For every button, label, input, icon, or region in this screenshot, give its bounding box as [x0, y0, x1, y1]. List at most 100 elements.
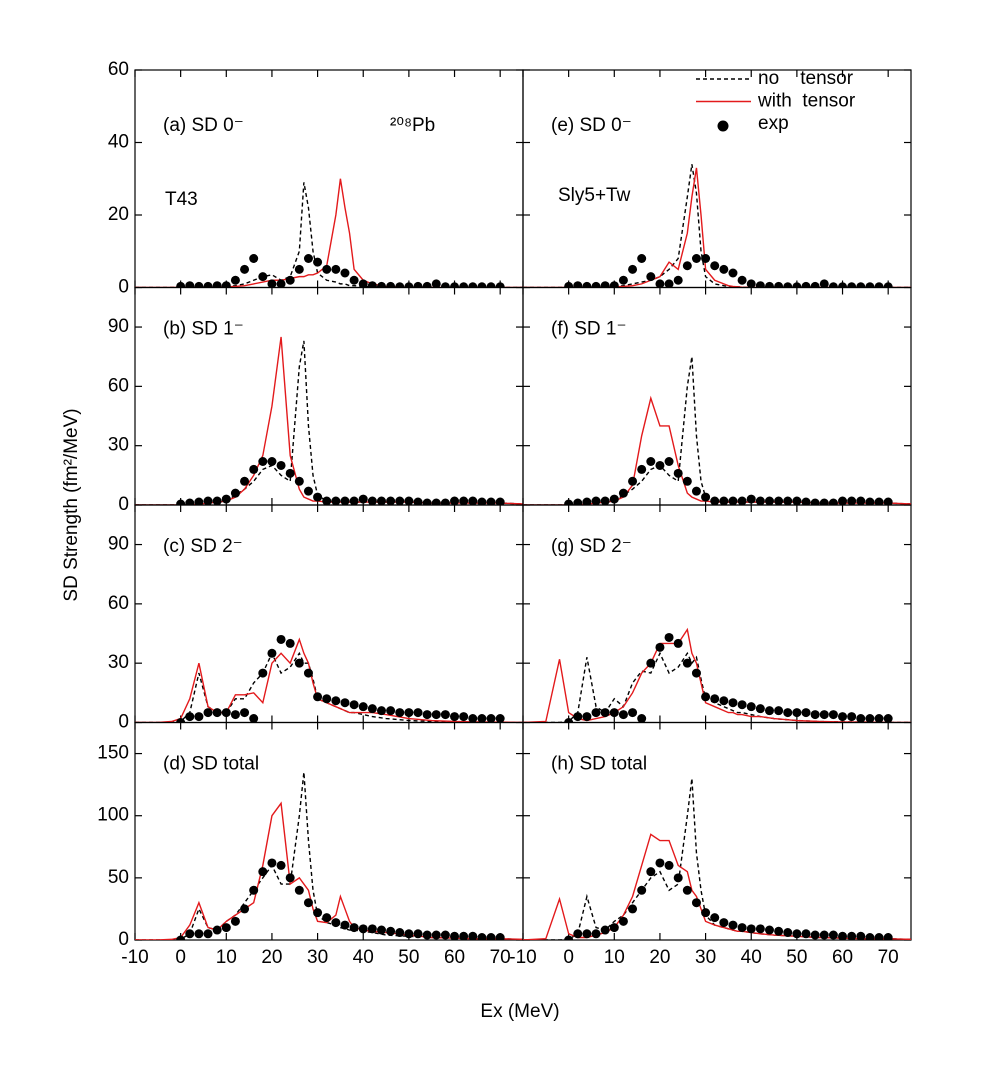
- with-tensor-line: [135, 336, 523, 505]
- exp-point: [783, 928, 793, 938]
- x-tick-label: 0: [563, 947, 574, 968]
- exp-point: [404, 708, 414, 718]
- exp-point: [682, 476, 692, 486]
- exp-point: [276, 460, 286, 470]
- exp-point: [349, 496, 359, 505]
- exp-point: [847, 712, 857, 722]
- y-tick-label: 60: [108, 59, 129, 80]
- exp-point: [609, 281, 619, 288]
- exp-point: [386, 706, 396, 716]
- exp-point: [728, 920, 738, 930]
- panel-label: (e) SD 0⁻: [551, 115, 632, 136]
- x-tick-label: 60: [832, 947, 853, 968]
- exp-point: [367, 704, 377, 714]
- exp-point: [322, 264, 332, 274]
- exp-point: [865, 714, 875, 723]
- exp-point: [413, 281, 423, 288]
- exp-point: [331, 696, 341, 706]
- exp-point: [303, 898, 313, 908]
- exp-point: [737, 275, 747, 285]
- exp-point: [203, 496, 213, 505]
- exp-point: [582, 712, 592, 722]
- x-tick-label: 50: [786, 947, 807, 968]
- annotation: ²⁰⁸Pb: [390, 115, 435, 136]
- exp-point: [591, 708, 601, 718]
- exp-point: [194, 929, 204, 939]
- exp-point: [340, 698, 350, 708]
- exp-point: [628, 476, 638, 486]
- exp-point: [431, 930, 441, 940]
- plot-area: [135, 336, 523, 505]
- exp-point: [294, 885, 304, 895]
- y-tick-label: 60: [108, 375, 129, 396]
- exp-point: [682, 261, 692, 271]
- exp-point: [865, 282, 875, 288]
- exp-point: [564, 718, 574, 723]
- exp-point: [682, 885, 692, 895]
- exp-point: [719, 696, 729, 706]
- y-tick-label: 20: [108, 204, 129, 225]
- exp-point: [810, 930, 820, 940]
- x-tick-label: 70: [490, 947, 511, 968]
- exp-point: [322, 913, 332, 923]
- exp-point: [710, 496, 720, 505]
- exp-point: [322, 694, 332, 704]
- exp-point: [349, 275, 359, 285]
- exp-point: [810, 498, 820, 505]
- exp-point: [477, 714, 487, 723]
- exp-point: [185, 281, 195, 288]
- exp-point: [212, 496, 222, 505]
- exp-point: [701, 492, 711, 502]
- exp-point: [340, 920, 350, 930]
- exp-point: [746, 924, 756, 934]
- exp-point: [468, 714, 478, 723]
- y-tick-label: 0: [118, 929, 129, 950]
- exp-point: [582, 497, 592, 505]
- exp-point: [609, 494, 619, 504]
- plot-area: [135, 178, 523, 288]
- exp-point: [459, 282, 469, 288]
- exp-point: [258, 457, 268, 466]
- exp-point: [764, 496, 774, 505]
- exp-point: [176, 718, 186, 723]
- exp-point: [367, 924, 377, 934]
- exp-point: [459, 496, 469, 505]
- exp-point: [783, 496, 793, 505]
- x-tick-label: 70: [878, 947, 899, 968]
- exp-point: [395, 282, 405, 288]
- x-tick-label: -10: [121, 947, 148, 968]
- exp-point: [774, 706, 784, 716]
- exp-point: [591, 496, 601, 505]
- exp-point: [413, 929, 423, 939]
- plot-area: [135, 634, 523, 723]
- exp-point: [673, 468, 683, 478]
- exp-point: [212, 281, 222, 288]
- exp-point: [331, 918, 341, 928]
- exp-point: [728, 496, 738, 505]
- with-tensor-line: [523, 167, 911, 288]
- exp-point: [495, 714, 505, 723]
- exp-point: [386, 281, 396, 288]
- exp-point: [313, 257, 323, 267]
- exp-point: [701, 908, 711, 918]
- y-tick-label: 150: [97, 743, 129, 764]
- exp-point: [600, 708, 610, 718]
- exp-point: [267, 858, 277, 868]
- y-tick-label: 100: [97, 805, 129, 826]
- exp-point: [376, 281, 386, 288]
- exp-point: [618, 488, 628, 498]
- exp-point: [664, 279, 674, 288]
- legend-label: exp: [758, 113, 789, 134]
- exp-point: [582, 929, 592, 939]
- exp-point: [386, 926, 396, 936]
- exp-point: [422, 710, 432, 720]
- exp-point: [331, 264, 341, 274]
- exp-point: [828, 930, 838, 940]
- exp-point: [367, 496, 377, 505]
- exp-point: [691, 254, 701, 263]
- panel-label: (c) SD 2⁻: [163, 536, 243, 557]
- exp-point: [477, 933, 487, 940]
- exp-point: [600, 496, 610, 505]
- exp-point: [664, 457, 674, 466]
- exp-point: [450, 282, 460, 288]
